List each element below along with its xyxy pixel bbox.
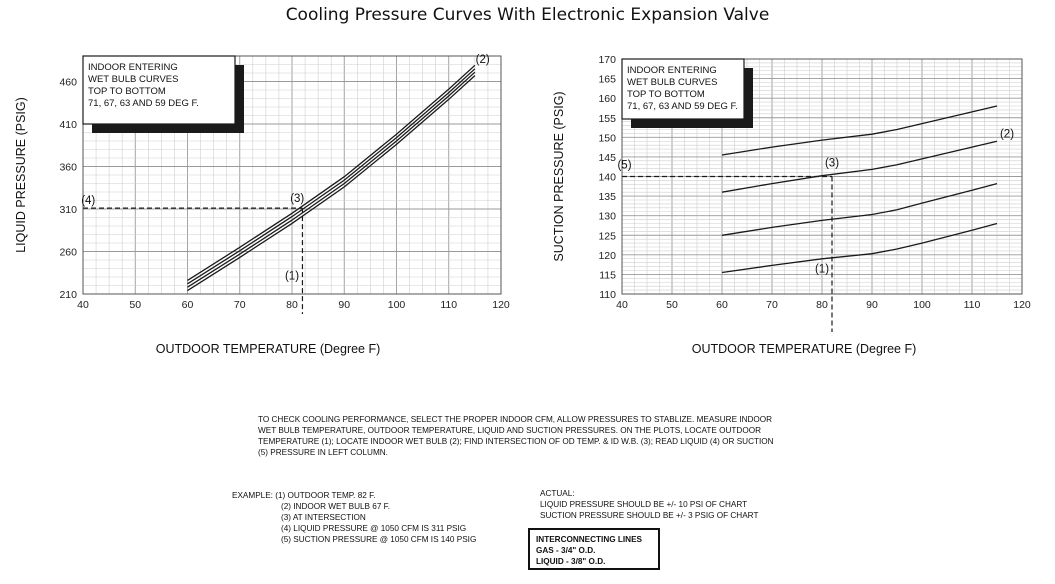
y-tick-label: 120 <box>598 250 616 262</box>
x-tick-label: 100 <box>913 299 931 311</box>
actual-block: ACTUAL: LIQUID PRESSURE SHOULD BE +/- 10… <box>540 488 758 521</box>
instruction-line: TO CHECK COOLING PERFORMANCE, SELECT THE… <box>258 415 773 424</box>
x-tick-label: 120 <box>492 299 510 311</box>
x-tick-label: 60 <box>716 299 728 311</box>
marker-label: (1) <box>285 271 299 283</box>
legend-text-line: TOP TO BOTTOM <box>88 86 166 97</box>
legend-text-line: TOP TO BOTTOM <box>627 89 705 100</box>
example-line: EXAMPLE: (1) OUTDOOR TEMP. 82 F. <box>232 491 376 500</box>
legend-text-line: INDOOR ENTERING <box>88 62 178 73</box>
x-tick-label: 110 <box>964 299 981 311</box>
actual-line: LIQUID PRESSURE SHOULD BE +/- 10 PSI OF … <box>540 500 748 509</box>
marker-label: (2) <box>1000 128 1014 140</box>
marker-label: (5) <box>617 160 631 172</box>
page-title: Cooling Pressure Curves With Electronic … <box>285 5 770 25</box>
y-axis-label: LIQUID PRESSURE (PSIG) <box>14 97 28 253</box>
curve-line <box>721 105 998 156</box>
legend-text-line: 71, 67, 63 AND 59 DEG F. <box>627 101 738 112</box>
x-axis-label: OUTDOOR TEMPERATURE (Degree F) <box>692 342 917 356</box>
y-tick-label: 165 <box>598 74 616 86</box>
grid <box>621 58 1023 295</box>
y-tick-label: 140 <box>598 172 616 184</box>
marker-label: (1) <box>815 263 829 275</box>
x-tick-label: 50 <box>129 299 141 311</box>
example-line: (3) AT INTERSECTION <box>281 513 366 522</box>
y-tick-label: 115 <box>599 269 616 281</box>
instruction-line: (5) PRESSURE IN LEFT COLUMN. <box>258 448 388 457</box>
y-tick-label: 260 <box>59 247 77 259</box>
actual-line: SUCTION PRESSURE SHOULD BE +/- 3 PSIG OF… <box>540 511 759 520</box>
y-tick-label: 170 <box>598 54 616 66</box>
interconnect-liquid: LIQUID - 3/8" O.D. <box>536 557 606 566</box>
legend-text-line: WET BULB CURVES <box>627 77 717 88</box>
curve-line <box>721 182 998 236</box>
x-tick-label: 70 <box>766 299 778 311</box>
instruction-line: WET BULB TEMPERATURE, OUTDOOR TEMPERATUR… <box>258 426 761 435</box>
legend-box <box>621 58 745 120</box>
curve-line <box>721 222 998 274</box>
curve-line <box>187 64 476 281</box>
curve-line <box>721 140 998 193</box>
y-tick-label: 155 <box>598 113 616 125</box>
liquid-pressure-chart: 40 50 60 70 80 90 100 110 120 210 260 310 360 410 460 O… <box>14 54 510 356</box>
example-line: (2) INDOOR WET BULB 67 F. <box>281 502 391 511</box>
y-tick-label: 360 <box>59 162 77 174</box>
x-tick-label: 50 <box>666 299 678 311</box>
instruction-line: TEMPERATURE (1); LOCATE INDOOR WET BULB … <box>258 437 774 446</box>
x-tick-label: 90 <box>338 299 350 311</box>
y-tick-label: 145 <box>598 152 616 164</box>
example-block: EXAMPLE: (1) OUTDOOR TEMP. 82 F. (2) IND… <box>232 490 476 545</box>
plot-frame <box>82 55 502 295</box>
actual-title: ACTUAL: <box>540 489 575 498</box>
legend-text-line: INDOOR ENTERING <box>627 65 717 76</box>
x-tick-label: 110 <box>440 299 457 311</box>
y-tick-label: 210 <box>59 289 77 301</box>
curve-line <box>187 75 476 292</box>
x-tick-label: 100 <box>388 299 406 311</box>
y-tick-label: 125 <box>598 230 616 242</box>
y-tick-label: 310 <box>59 204 77 216</box>
marker-label: (3) <box>290 193 304 205</box>
x-tick-label: 70 <box>234 299 246 311</box>
y-axis-label: SUCTION PRESSURE (PSIG) <box>552 91 566 261</box>
suction-pressure-chart: 40 50 60 70 80 90 100 110 120 110 115 120 125 130 135 1… <box>552 54 1031 356</box>
y-tick-label: 110 <box>599 289 616 301</box>
x-tick-label: 80 <box>816 299 828 311</box>
y-tick-label: 410 <box>59 119 77 131</box>
example-line: (4) LIQUID PRESSURE @ 1050 CFM IS 311 PS… <box>281 524 467 533</box>
legend-text-line: WET BULB CURVES <box>88 74 178 85</box>
example-line: (5) SUCTION PRESSURE @ 1050 CFM IS 140 P… <box>281 535 477 544</box>
curve-line <box>187 68 476 285</box>
marker-label: (3) <box>825 158 839 170</box>
x-tick-label: 40 <box>616 299 628 311</box>
curve-line <box>187 71 476 288</box>
x-tick-label: 40 <box>77 299 89 311</box>
legend-text-line: 71, 67, 63 AND 59 DEG F. <box>88 98 199 109</box>
x-tick-label: 90 <box>866 299 878 311</box>
y-tick-label: 160 <box>598 93 616 105</box>
y-tick-label: 150 <box>598 132 616 144</box>
marker-label: (2) <box>476 54 490 66</box>
interconnect-title: INTERCONNECTING LINES <box>536 535 642 544</box>
interconnecting-lines-box: INTERCONNECTING LINES GAS - 3/4" O.D. LI… <box>528 528 660 570</box>
y-tick-label: 135 <box>598 191 616 203</box>
interconnect-gas: GAS - 3/4" O.D. <box>536 546 596 555</box>
y-tick-label: 460 <box>59 77 77 89</box>
x-tick-label: 120 <box>1013 299 1031 311</box>
x-tick-label: 60 <box>182 299 194 311</box>
marker-label: (4) <box>81 195 95 207</box>
legend-box <box>82 55 236 125</box>
y-tick-label: 130 <box>598 211 616 223</box>
instructions-text: TO CHECK COOLING PERFORMANCE, SELECT THE… <box>258 414 774 458</box>
x-tick-label: 80 <box>286 299 298 311</box>
x-axis-label: OUTDOOR TEMPERATURE (Degree F) <box>156 342 381 356</box>
